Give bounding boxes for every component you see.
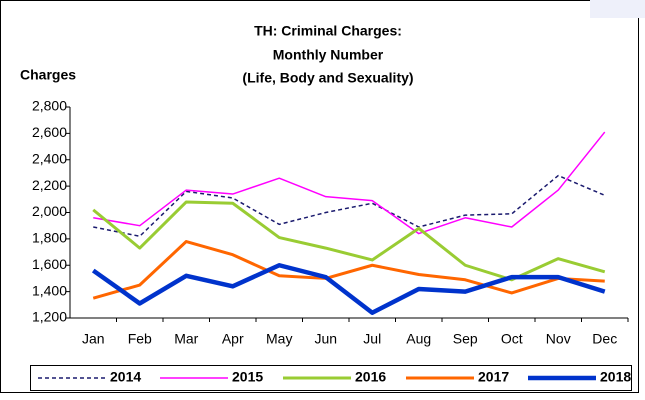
- y-tick-label: 2,800: [32, 98, 67, 114]
- x-tick-label: Dec: [592, 331, 617, 347]
- legend-label: 2014: [110, 369, 141, 385]
- y-tick-label: 2,600: [32, 124, 67, 140]
- chart-title: Monthly Number: [273, 47, 384, 63]
- y-tick-label: 2,000: [32, 203, 67, 219]
- x-tick-label: Jan: [82, 331, 105, 347]
- y-tick-label: 1,400: [32, 282, 67, 298]
- series-line: [91, 263, 606, 315]
- chart-title: (Life, Body and Sexuality): [242, 70, 413, 86]
- series-line: [93, 131, 606, 235]
- legend-label: 2017: [478, 369, 509, 385]
- x-tick-label: Apr: [222, 331, 244, 347]
- y-tick-label: 1,200: [32, 309, 67, 325]
- series-line: [92, 240, 605, 300]
- series-line: [93, 174, 606, 237]
- x-tick-label: Jun: [314, 331, 337, 347]
- y-axis-label: Charges: [20, 67, 76, 83]
- x-tick-label: Sep: [453, 331, 478, 347]
- y-tick-label: 1,800: [32, 230, 67, 246]
- x-tick-label: Aug: [406, 331, 431, 347]
- x-tick-label: Nov: [546, 331, 571, 347]
- y-tick-label: 2,200: [32, 177, 67, 193]
- chart-border: [0, 0, 639, 393]
- legend-label: 2016: [355, 369, 386, 385]
- legend-label: 2018: [600, 369, 631, 385]
- x-tick-label: Mar: [174, 331, 198, 347]
- y-tick-label: 2,400: [32, 150, 67, 166]
- y-tick-label: 1,600: [32, 256, 67, 272]
- x-tick-label: Feb: [128, 331, 152, 347]
- chart-title: TH: Criminal Charges:: [254, 23, 402, 39]
- x-tick-label: Oct: [501, 331, 523, 347]
- x-tick-label: May: [266, 331, 292, 347]
- legend-label: 2015: [232, 369, 263, 385]
- corner-shade: [590, 0, 645, 18]
- x-tick-label: Jul: [363, 331, 381, 347]
